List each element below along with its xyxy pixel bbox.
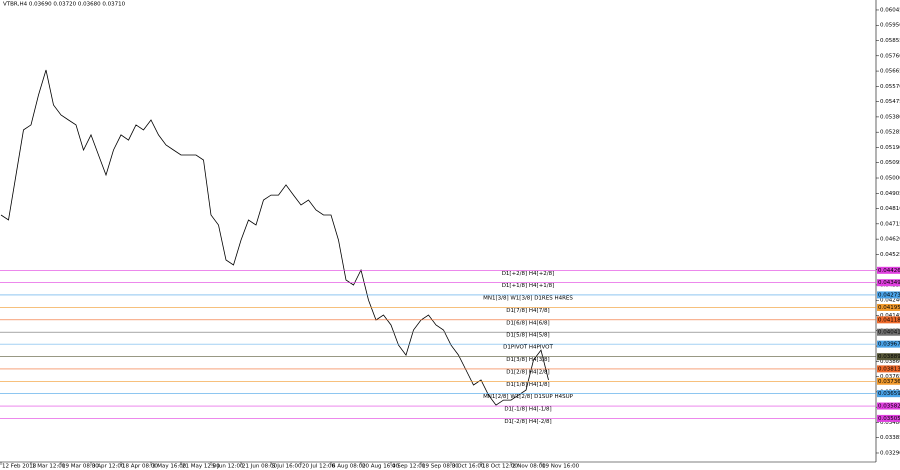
level-tag: [877, 328, 900, 336]
y-tick-label: 0.06045: [880, 7, 900, 13]
level-label: D1[3/8] H4[3/8]: [506, 357, 549, 363]
level-tag-label: 0.03582: [878, 404, 900, 410]
x-tick-label: 2 Nov 08:00: [512, 464, 546, 470]
level-tag: [877, 340, 900, 348]
level-label: MN1[3/8] W1[3/8] D1RES H4RES: [483, 295, 573, 301]
x-tick-label: 18 Oct 12:00: [482, 464, 518, 470]
y-tick-label: 0.05475: [880, 99, 900, 105]
level-tag-label: 0.03505: [878, 416, 900, 422]
x-tick-label: 20 Aug 16:00: [362, 464, 400, 470]
level-tag: [877, 377, 900, 385]
x-tick-label: 3 Oct 16:00: [452, 464, 485, 470]
level-tag: [877, 266, 900, 274]
level-label: D1[-2/8] H4[-2/8]: [504, 419, 551, 425]
level-tag-label: 0.04426: [878, 268, 900, 274]
chart-title: VTBR,H4 0.03690 0.03720 0.03680 0.03710: [3, 2, 126, 8]
x-tick-label: 21 May 12:00: [182, 464, 220, 470]
level-tag: [877, 316, 900, 324]
y-tick-label: 0.05285: [880, 130, 900, 136]
x-tick-label: 6 Aug 08:00: [332, 464, 366, 470]
y-tick-label: 0.04905: [880, 191, 900, 197]
level-tag: [877, 303, 900, 311]
y-tick-label: 0.04525: [880, 252, 900, 258]
x-tick-label: 12 Feb 2018: [2, 464, 37, 470]
level-tag-label: 0.04273: [878, 292, 900, 298]
x-tick-label: 3 May 16:00: [152, 464, 187, 470]
level-tag-label: 0.03736: [878, 379, 900, 385]
level-label: MN1[2/8] W1[2/8] D1SUP H4SUP: [483, 394, 574, 400]
level-tag: [877, 279, 900, 287]
x-tick-label: 18 Apr 08:00: [122, 464, 158, 470]
level-tag: [877, 402, 900, 410]
level-label: D1[2/8] H4[2/8]: [506, 369, 549, 375]
x-tick-label: 19 Mar 08:00: [62, 464, 99, 470]
x-tick-label: 21 Jun 08:00: [242, 464, 277, 470]
x-tick-label: 5 Jul 16:00: [272, 464, 302, 470]
level-tag-label: 0.04195: [878, 305, 900, 311]
level-tag-label: 0.03889: [878, 354, 900, 360]
level-tag: [877, 291, 900, 299]
level-tag-label: 0.04041: [878, 330, 900, 336]
x-tick-label: 5 Jun 12:00: [212, 464, 244, 470]
price-line: [0, 69, 549, 406]
level-label: D1[1/8] H4[1/8]: [506, 382, 549, 388]
y-tick-label: 0.05855: [880, 38, 900, 44]
x-tick-label: 19 Nov 16:00: [542, 464, 580, 470]
level-tag: [877, 414, 900, 422]
x-tick-label: 1 Mar 12:00: [32, 464, 66, 470]
y-tick-label: 0.04145: [880, 313, 900, 319]
level-tag-label: 0.03967: [878, 342, 900, 348]
level-label: D1[+2/8] H4[+2/8]: [502, 271, 555, 277]
y-tick-label: 0.04715: [880, 221, 900, 227]
x-tick-label: 19 Sep 08:00: [422, 464, 459, 470]
level-label: D1[5/8] H4[5/8]: [506, 333, 549, 339]
level-tag: [877, 365, 900, 373]
y-tick-label: 0.03385: [880, 435, 900, 441]
level-tag-label: 0.04349: [878, 280, 900, 286]
y-tick-label: 0.03290: [880, 450, 900, 456]
y-tick-label: 0.05095: [880, 160, 900, 166]
level-tag: [877, 390, 900, 398]
level-label: D1[6/8] H4[6/8]: [506, 320, 549, 326]
level-label: D1[-1/8] H4[-1/8]: [504, 407, 551, 413]
level-tag: [877, 353, 900, 361]
y-tick-label: 0.05665: [880, 69, 900, 75]
level-tag-label: 0.03813: [878, 366, 900, 372]
level-tag-label: 0.04118: [878, 317, 900, 323]
y-tick-label: 0.03765: [880, 374, 900, 380]
level-label: D1[7/8] H4[7/8]: [506, 308, 549, 314]
x-tick-label: 4 Sep 12:00: [392, 464, 426, 470]
level-label: D1[+1/8] H4[+1/8]: [502, 283, 555, 289]
x-tick-label: 20 Jul 12:00: [302, 464, 335, 470]
level-label: D1PIVOT H4PIVOT: [503, 345, 553, 351]
level-tag-label: 0.03659: [878, 391, 900, 397]
x-tick-label: 3 Apr 12:00: [92, 464, 125, 470]
